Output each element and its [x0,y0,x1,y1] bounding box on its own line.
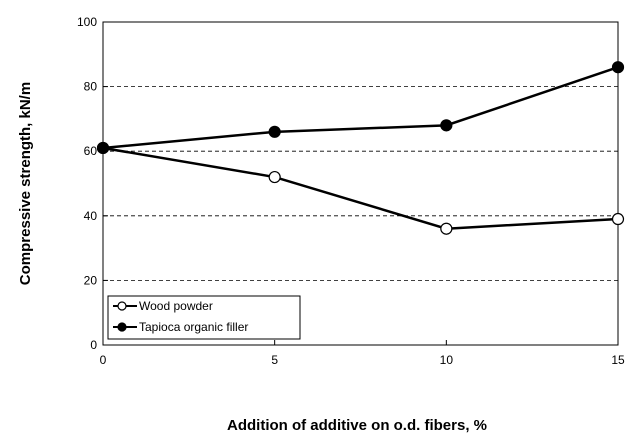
legend: Wood powder Tapioca organic filler [107,295,301,340]
x-axis-ticks: 0 5 10 15 [100,340,625,367]
y-tick-label-20: 20 [84,273,98,287]
legend-label-wood-powder: Wood powder [139,299,213,313]
y-axis-title: Compressive strength, kN/m [17,82,34,285]
legend-label-tapioca-organic-filler: Tapioca organic filler [139,320,248,334]
data-point-tapioca-organic-filler-15 [611,61,625,74]
data-point-wood-powder-10 [440,222,453,235]
legend-marker-wood-powder [117,301,127,311]
y-tick-label-40: 40 [84,209,98,223]
data-point-wood-powder-15 [611,212,625,226]
y-tick-label-100: 100 [77,15,97,29]
data-point-tapioca-organic-filler-5 [268,125,281,138]
series-group [96,61,625,235]
data-point-tapioca-organic-filler-0 [96,141,110,155]
legend-marker-tapioca-organic-filler [117,322,127,332]
y-axis-ticks: 0 20 40 60 80 100 [77,15,108,352]
plot-area [102,21,619,346]
x-tick-label-15: 15 [611,353,625,367]
x-tick-label-5: 5 [271,353,278,367]
series-line-wood-powder [102,146,619,230]
data-point-tapioca-organic-filler-10 [440,119,453,132]
gridlines [103,86,618,281]
x-tick-label-10: 10 [440,353,454,367]
y-tick-label-60: 60 [84,144,98,158]
data-point-wood-powder-5 [268,170,281,184]
x-tick-label-0: 0 [100,353,107,367]
series-line-tapioca-organic-filler [102,66,619,150]
x-axis-title: Addition of additive on o.d. fibers, % [227,417,487,434]
y-tick-label-80: 80 [84,80,98,94]
y-tick-label-0: 0 [90,338,97,352]
legend-box [107,295,301,340]
